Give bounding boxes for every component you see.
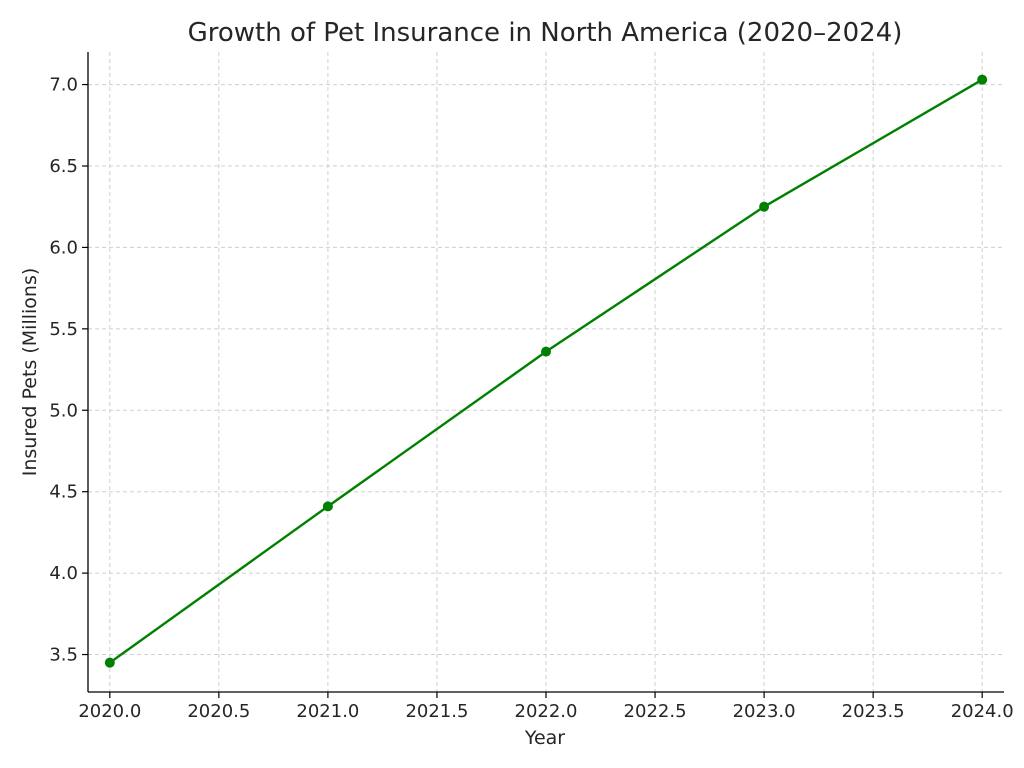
y-tick-label: 3.5 [49,645,78,666]
y-tick-label: 5.0 [49,400,78,421]
y-tick-label: 6.0 [49,237,78,258]
y-tick-label: 4.0 [49,563,78,584]
x-tick-label: 2021.5 [405,701,468,722]
data-point [104,657,115,668]
x-tick-label: 2022.5 [624,701,687,722]
axes [82,52,1004,698]
chart-title: Growth of Pet Insurance in North America… [188,18,903,48]
plot-area [104,74,988,668]
y-axis-label: Insured Pets (Millions) [19,268,41,477]
x-tick-label: 2024.0 [951,701,1014,722]
x-tick-label: 2020.5 [187,701,250,722]
y-tick-label: 6.5 [49,156,78,177]
data-point [541,346,551,357]
y-tick-label: 4.5 [49,482,78,503]
y-tick-label: 5.5 [49,319,78,340]
x-tick-label: 2021.0 [296,701,359,722]
x-tick-label: 2023.5 [842,701,905,722]
data-point [322,501,333,512]
data-point [977,74,988,85]
x-tick-label: 2020.0 [78,701,141,722]
data-point [759,201,770,212]
tick-labels: 2020.0 2020.5 2021.0 2021.5 2022.0 2022.5 2023… [49,75,1013,722]
y-tick-label: 7.0 [49,75,78,96]
x-tick-label: 2023.0 [733,701,796,722]
grid-lines [88,52,1004,692]
x-tick-label: 2022.0 [515,701,578,722]
x-axis-label: Year [524,727,565,749]
